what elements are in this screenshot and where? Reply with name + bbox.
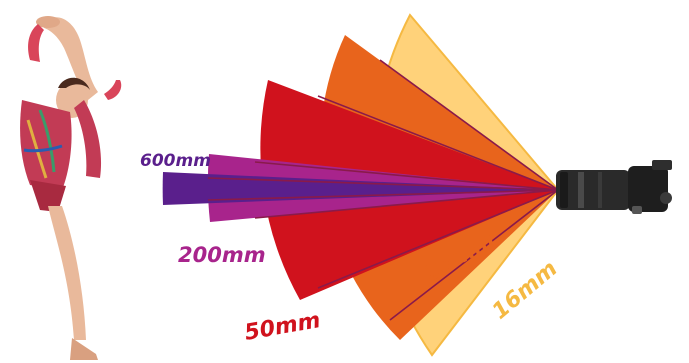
label-600mm: 600mm: [140, 151, 211, 171]
ray-600mm-top: [207, 177, 559, 191]
camera-icon: [556, 160, 672, 214]
ray-200mm-bottom: [254, 189, 559, 219]
ray-lines: [207, 59, 559, 321]
ray-600mm-bottom: [207, 189, 559, 201]
ray-50mm-top: [317, 95, 559, 191]
ray-28mm-bottom: [389, 189, 559, 321]
ray-200mm-top: [254, 161, 559, 191]
label-200mm: 200mm: [178, 243, 266, 267]
ray-50mm-bottom: [317, 189, 559, 289]
label-50mm: 50mm: [243, 308, 323, 346]
gymnast-icon: [20, 16, 122, 360]
ray-28mm-top: [379, 59, 559, 191]
